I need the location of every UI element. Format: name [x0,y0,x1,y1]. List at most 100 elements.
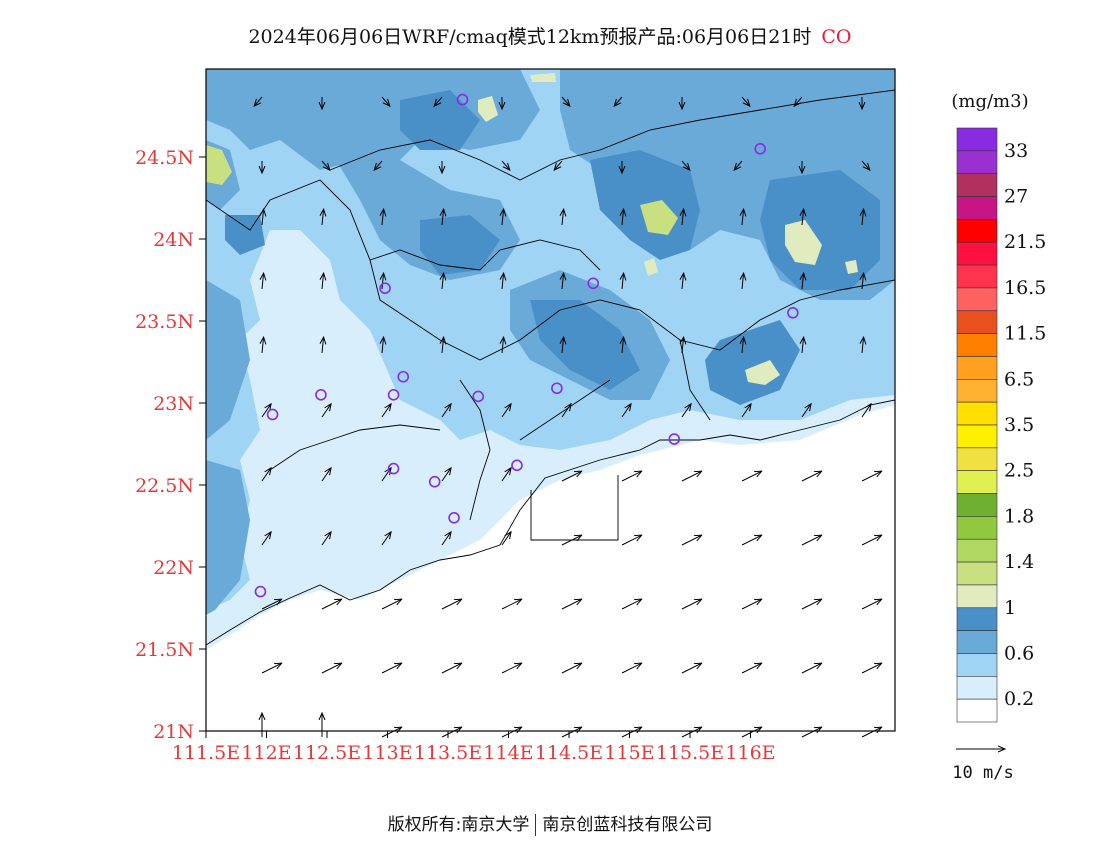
wind-arrow [621,471,642,482]
colorbar-label: 11.5 [1004,323,1046,345]
wind-arrow [321,599,342,610]
city-marker [754,143,766,155]
wind-arrow [621,535,642,546]
wind-arrow [682,209,684,226]
legend-unit: (mg/m3) [951,91,1028,112]
wind-arrow [861,160,870,170]
wind-arrow [561,471,582,482]
wind-arrow [741,663,762,674]
wind-arrow [681,599,702,610]
wind-arrow [501,727,522,738]
wind-arrow [561,727,582,738]
wind-arrow [381,727,402,738]
lon-label: 111.5E [172,742,240,764]
wind-arrow [681,535,702,546]
lat-label: 21N [153,721,194,743]
wind-arrow [621,404,631,418]
footer-left: 版权所有:南京大学 [387,815,530,835]
colorbar-label: 27 [1004,186,1028,208]
lat-label: 24N [153,229,194,251]
city-marker [472,390,485,403]
wind-arrow [442,337,444,354]
wind-arrow [382,209,384,226]
colorbar-labels: 33 27 21.5 16.5 11.5 6.5 3.5 2.5 1.8 1.4 1 0.6 0.2 [1004,140,1046,710]
colorbar-segment [956,356,998,380]
lat-label: 23N [153,393,194,415]
wind-arrow [741,471,762,482]
wind-arrow [321,532,331,546]
lat-label: 22N [153,557,194,579]
lat-label: 22.5N [135,475,194,497]
wind-arrow [741,535,762,546]
colorbar-segment [956,470,998,494]
wind-arrow [801,599,822,610]
wind-arrow [862,209,864,226]
wind-arrow [442,209,444,226]
colorbar-segment [956,561,998,586]
lon-axis: 111.5E 112E 112.5E 113E 113.5E 114E 114.5E 115E… [172,731,776,764]
colorbar-segment [956,310,998,334]
colorbar-label: 0.2 [1004,688,1034,710]
lat-axis: 24.5N 24N 23.5N 23N 22.5N 22N 21.5N 21N [135,147,206,743]
lon-label: 115.5E [656,742,724,764]
wind-arrow [614,96,623,106]
wind-arrow [501,468,511,482]
wind-arrow [262,209,264,226]
colorbar-label: 33 [1004,140,1028,162]
wind-arrow [441,599,462,610]
colorbar-segment [956,173,998,197]
wind-arrow [382,273,384,290]
city-marker [511,459,523,472]
colorbar-segment [956,516,998,540]
map-title: 2024年06月06日WRF/cmaq模式12km预报产品:06月06日21时 C… [0,22,1100,49]
wind-arrow [562,209,564,226]
wind-arrow [862,273,864,290]
wind-arrow [501,160,510,170]
wind-arrow [681,471,702,482]
wind-arrow [861,535,882,546]
wind-arrow [501,532,511,546]
colorbar-label: 0.6 [1004,642,1034,664]
colorbar [956,127,998,723]
lat-label: 24.5N [135,147,194,169]
colorbar-segment [956,584,998,609]
city-marker [266,408,279,421]
city-marker [315,388,327,401]
map-title-text: 2024年06月06日WRF/cmaq模式12km预报产品:06月06日21时 [248,26,812,48]
wind-arrow [441,468,451,482]
wind-arrow [681,404,691,418]
city-marker [254,585,267,598]
wind-arrow [321,663,342,674]
wind-arrow [261,599,282,610]
colorbar-segment [956,630,998,654]
wind-arrow [742,209,744,226]
wind-arrow [861,663,882,674]
wind-scale-label: 10 m/s [952,763,1013,783]
wind-arrow [322,209,324,226]
wind-arrow [502,337,504,354]
colorbar-segment [956,196,998,220]
city-marker [379,282,391,295]
colorbar-segment [956,676,998,700]
wind-arrow [261,404,271,418]
colorbar-segment [956,287,998,312]
wind-arrow [561,96,570,106]
footer-separator [535,814,537,836]
colorbar-label: 6.5 [1004,368,1034,390]
wind-arrow [794,96,803,106]
wind-arrow [441,532,451,546]
wind-arrow [681,727,702,738]
wind-arrow [501,663,522,674]
wind-arrow [742,273,744,290]
wind-arrow [441,404,451,418]
colorbar-label: 3.5 [1004,414,1034,436]
wind-arrow [801,535,822,546]
wind-arrow [321,468,331,482]
wind-arrow [861,404,871,418]
city-marker [787,306,799,319]
plot-frame [205,68,896,732]
city-marker [397,370,410,383]
wind-arrow [862,337,864,354]
colorbar-segment [956,653,998,677]
wind-arrow [262,273,264,290]
